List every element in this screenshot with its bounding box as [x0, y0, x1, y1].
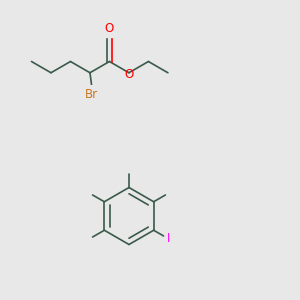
- Text: O: O: [105, 22, 114, 35]
- Text: I: I: [167, 232, 170, 245]
- Text: Br: Br: [85, 88, 98, 101]
- Text: O: O: [124, 68, 134, 81]
